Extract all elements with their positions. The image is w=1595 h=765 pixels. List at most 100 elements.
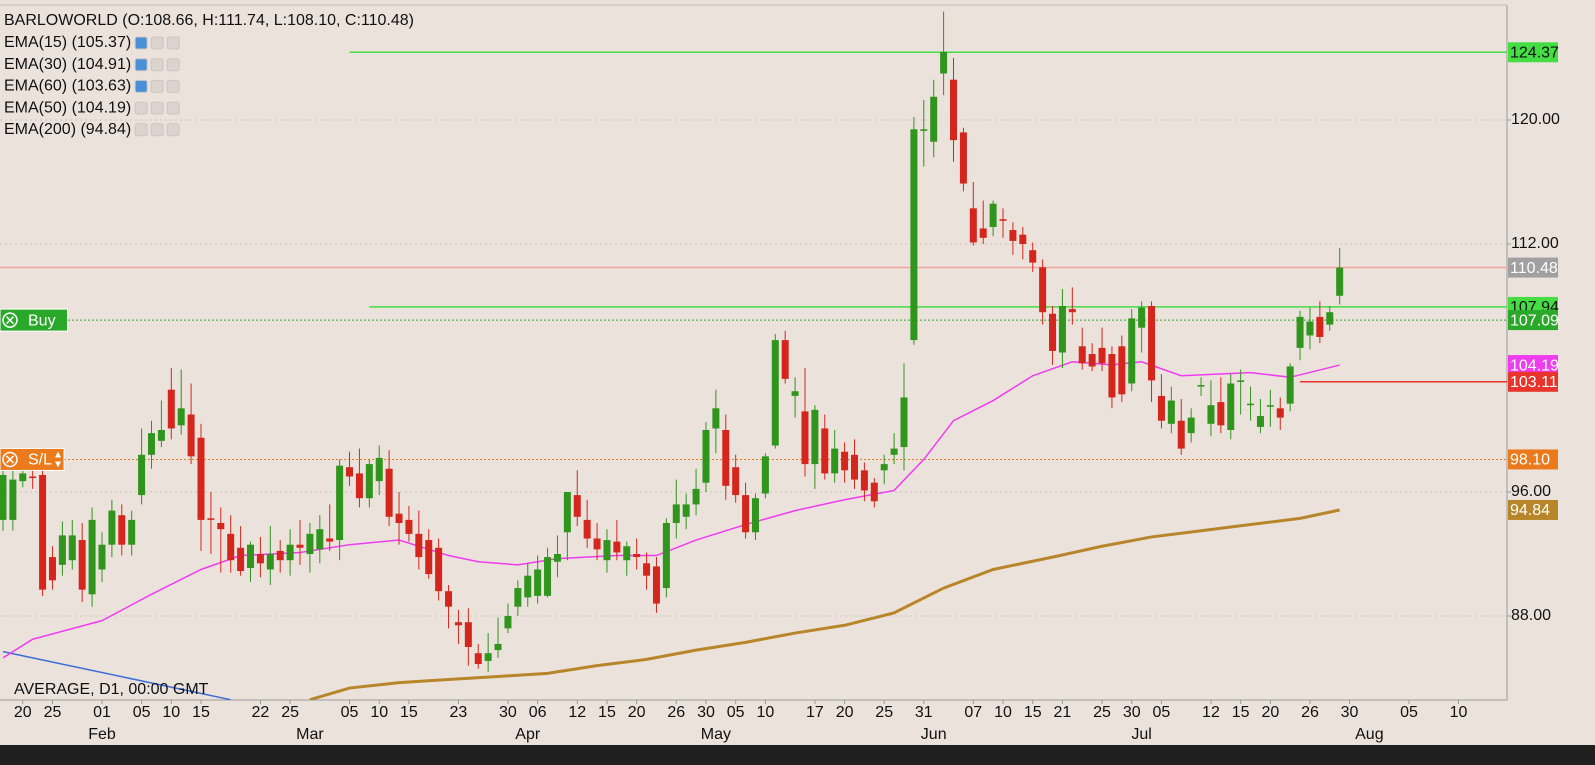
indicator-label: EMA(50) (104.19) [4, 99, 131, 116]
indicator-icon [166, 79, 180, 93]
order-button[interactable]: S/L [0, 447, 65, 471]
price-tag [1508, 449, 1558, 470]
candle-body [1227, 383, 1235, 430]
indicator-label: EMA(30) (104.91) [4, 56, 131, 73]
candle-body [880, 464, 888, 471]
candle-body [336, 465, 344, 541]
indicator-icon [134, 79, 148, 93]
candle-body [781, 340, 789, 379]
indicator-icon [150, 79, 164, 93]
candle-body [633, 553, 641, 558]
candle-body [821, 428, 829, 474]
candle-body [950, 79, 958, 141]
candle-body [286, 544, 294, 561]
candle-body [662, 522, 670, 589]
candle-body [652, 566, 660, 604]
candle-body [1247, 403, 1255, 406]
x-tick-label: 10 [756, 704, 774, 721]
candle-body [1187, 417, 1195, 434]
candle-body [524, 575, 532, 598]
x-tick-label: 10 [1450, 704, 1468, 721]
price-tag-label: 94.84 [1510, 502, 1550, 519]
x-tick-label: 05 [1153, 704, 1171, 721]
x-tick-label: 26 [667, 704, 685, 721]
candle-body [326, 538, 334, 542]
y-tick-label: 88.00 [1511, 607, 1551, 624]
candle-body [900, 397, 908, 448]
indicator-icon [134, 36, 148, 50]
y-tick-label: 120.00 [1511, 111, 1560, 128]
candle-body [940, 51, 948, 74]
x-tick-label: 17 [806, 704, 824, 721]
candle-body [1049, 313, 1057, 351]
footer: AVERAGE, D1, 00:00 GMT [14, 681, 209, 698]
x-tick-label: 05 [1400, 704, 1418, 721]
candle-body [365, 464, 373, 499]
x-tick-label: 30 [697, 704, 715, 721]
order-button[interactable]: Buy [0, 308, 69, 332]
overlay: EMA(15) (105.37) EMA(30) (104.91) EMA(60) … [0, 34, 1560, 743]
candle-body [751, 498, 759, 533]
price-tag [1508, 355, 1558, 376]
candle-body [1237, 380, 1245, 382]
month-label: Mar [296, 726, 324, 743]
indicator-line [309, 508, 1340, 700]
candle-body [1306, 321, 1314, 336]
candle-body [1336, 267, 1344, 296]
candle-body [1058, 306, 1066, 353]
x-tick-label: 20 [14, 704, 32, 721]
chart-title: BARLOWORLD (O:108.66, H:111.74, L:108.10… [4, 12, 414, 29]
month-label: May [701, 726, 731, 743]
month-label: Feb [88, 726, 116, 743]
price-tag-label: 103.11 [1510, 374, 1558, 391]
candle-body [1276, 408, 1284, 418]
month-label: Jul [1131, 726, 1151, 743]
candle-body [534, 569, 542, 596]
candle-body [1296, 316, 1304, 348]
x-tick-label: 25 [281, 704, 299, 721]
candle-body [1108, 354, 1116, 398]
indicator-icon [134, 101, 148, 115]
close-icon-cross [5, 455, 15, 464]
candle-body [979, 228, 987, 238]
candle-body [0, 474, 7, 520]
x-tick-label: 23 [450, 704, 468, 721]
indicator-icon [150, 36, 164, 50]
x-tick-label: 25 [875, 704, 893, 721]
x-tick-label: 15 [598, 704, 616, 721]
price-tag-label: 110.48 [1510, 260, 1558, 277]
candle-body [1068, 309, 1076, 313]
candle-body [425, 540, 433, 575]
candle-body [1078, 346, 1086, 364]
candle-body [445, 591, 453, 607]
candle-body [88, 519, 96, 595]
x-tick-label: 10 [370, 704, 388, 721]
candle-body [187, 414, 195, 457]
candle-body [157, 429, 165, 441]
candle-body [375, 457, 383, 482]
price-tag [1508, 257, 1558, 278]
plot-area [0, 11, 1507, 700]
candle-body [1286, 366, 1294, 404]
x-tick-label: 30 [499, 704, 517, 721]
month-label: Apr [515, 726, 541, 743]
candle-body [672, 504, 680, 523]
candle-body [1039, 267, 1047, 313]
candle-body [1217, 402, 1225, 426]
candle-body [454, 622, 462, 626]
candle-body [256, 553, 264, 564]
price-tag-label: 107.09 [1510, 312, 1559, 329]
candle-body [405, 519, 413, 534]
candle-body [1088, 354, 1096, 367]
indicator-icon [134, 123, 148, 137]
price-tag [1508, 371, 1558, 392]
candle-body [761, 456, 769, 494]
candle-body [593, 538, 601, 550]
candle-body [266, 553, 274, 570]
order-button-label: Buy [28, 312, 56, 329]
candle-body [1266, 405, 1274, 407]
x-tick-label: 30 [1341, 704, 1359, 721]
candle-body [19, 473, 27, 482]
candle-body [346, 467, 354, 477]
